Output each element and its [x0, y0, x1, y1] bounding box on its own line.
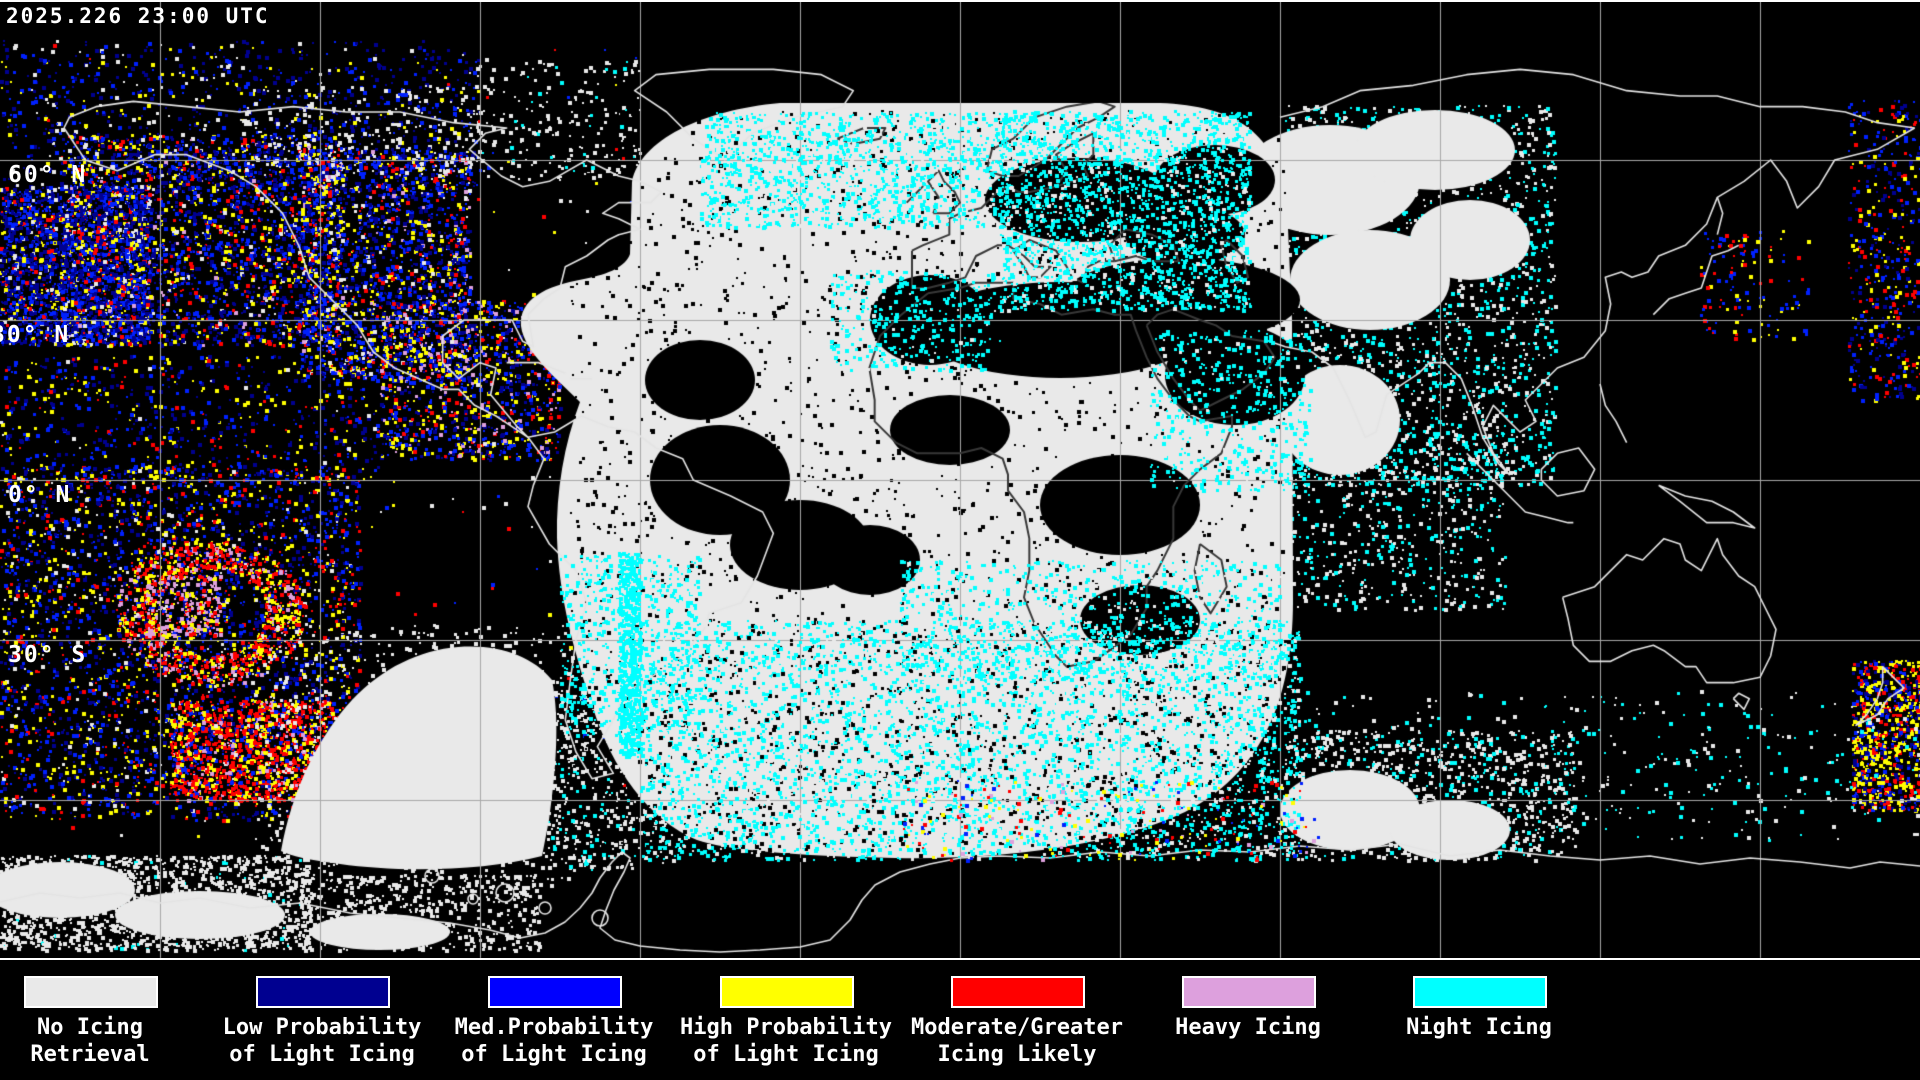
legend-item: Night Icing: [1339, 962, 1619, 1080]
legend-label-line: of Light Icing: [693, 1042, 879, 1067]
legend-swatch: [951, 976, 1085, 1008]
legend-item: Heavy Icing: [1108, 962, 1388, 1080]
legend-label: High Probability of Light Icing: [646, 1014, 926, 1068]
legend-label-line: Night Icing: [1406, 1015, 1552, 1040]
legend-item: Med.Probability of Light Icing: [414, 962, 694, 1080]
legend-label: Heavy Icing: [1108, 1014, 1388, 1041]
legend-swatch: [24, 976, 158, 1008]
legend-label: Night Icing: [1339, 1014, 1619, 1041]
map-canvas: [0, 0, 1920, 962]
legend-label-line: Icing Likely: [937, 1042, 1097, 1067]
map-area: 2025.226 23:00 UTC 60° N 30° N 0° N 30° S: [0, 0, 1920, 962]
legend-item: No Icing Retrieval: [0, 962, 230, 1080]
legend-label-line: Low Probability: [222, 1015, 422, 1040]
legend-label-line: Heavy Icing: [1175, 1015, 1321, 1040]
legend-label: Med.Probability of Light Icing: [414, 1014, 694, 1068]
latitude-label: 60° N: [8, 162, 88, 188]
map-bottom-border: [0, 958, 1920, 960]
latitude-label: 30° S: [8, 642, 88, 668]
legend-label: Low Probability of Light Icing: [182, 1014, 462, 1068]
legend-label: No Icing Retrieval: [0, 1014, 230, 1068]
legend-swatch: [1182, 976, 1316, 1008]
legend-swatch: [488, 976, 622, 1008]
legend-swatch: [1413, 976, 1547, 1008]
legend-label-line: of Light Icing: [229, 1042, 415, 1067]
legend-swatch: [256, 976, 390, 1008]
legend-label-line: No Icing: [37, 1015, 143, 1040]
legend-item: Moderate/Greater Icing Likely: [877, 962, 1157, 1080]
legend-label-line: Retrieval: [30, 1042, 150, 1067]
map-top-border: [0, 0, 1920, 2]
legend-swatch: [720, 976, 854, 1008]
legend-label-line: of Light Icing: [461, 1042, 647, 1067]
legend-item: High Probability of Light Icing: [646, 962, 926, 1080]
latitude-label: 30° N: [0, 322, 71, 348]
legend-label: Moderate/Greater Icing Likely: [877, 1014, 1157, 1068]
timestamp: 2025.226 23:00 UTC: [6, 4, 270, 28]
legend-label-line: High Probability: [680, 1015, 892, 1040]
legend-item: Low Probability of Light Icing: [182, 962, 462, 1080]
legend-label-line: Moderate/Greater: [911, 1015, 1123, 1040]
latitude-label: 0° N: [8, 482, 72, 508]
legend-label-line: Med.Probability: [454, 1015, 654, 1040]
legend: No Icing Retrieval Low Probability of Light…: [0, 962, 1920, 1080]
